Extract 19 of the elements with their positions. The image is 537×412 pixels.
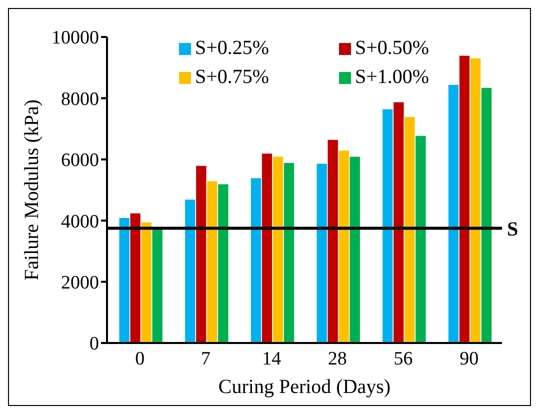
y-tick-label: 8000 bbox=[61, 88, 99, 110]
y-tick-label: 10000 bbox=[52, 28, 99, 49]
y-tick-label: 0 bbox=[90, 334, 99, 355]
x-tick-label: 56 bbox=[394, 348, 413, 370]
y-tick-label: 4000 bbox=[61, 211, 99, 232]
legend-label: S+0.50% bbox=[355, 37, 430, 60]
x-tick-label: 0 bbox=[135, 348, 145, 370]
x-tick-label: 14 bbox=[262, 348, 282, 370]
y-axis-title: Failure Modulus (kPa) bbox=[21, 99, 44, 281]
legend-label: S+1.00% bbox=[355, 66, 430, 89]
ref-line-label: S bbox=[507, 218, 518, 240]
x-axis-title: Curing Period (Days) bbox=[218, 376, 391, 398]
x-tick-label: 90 bbox=[460, 348, 479, 370]
y-tick-label: 6000 bbox=[61, 150, 99, 172]
legend-label: S+0.75% bbox=[195, 66, 270, 89]
legend-label: S+0.25% bbox=[195, 37, 270, 60]
x-tick-label: 7 bbox=[201, 348, 210, 370]
y-tick-label: 2000 bbox=[61, 272, 99, 294]
x-tick-label: 28 bbox=[328, 348, 347, 370]
